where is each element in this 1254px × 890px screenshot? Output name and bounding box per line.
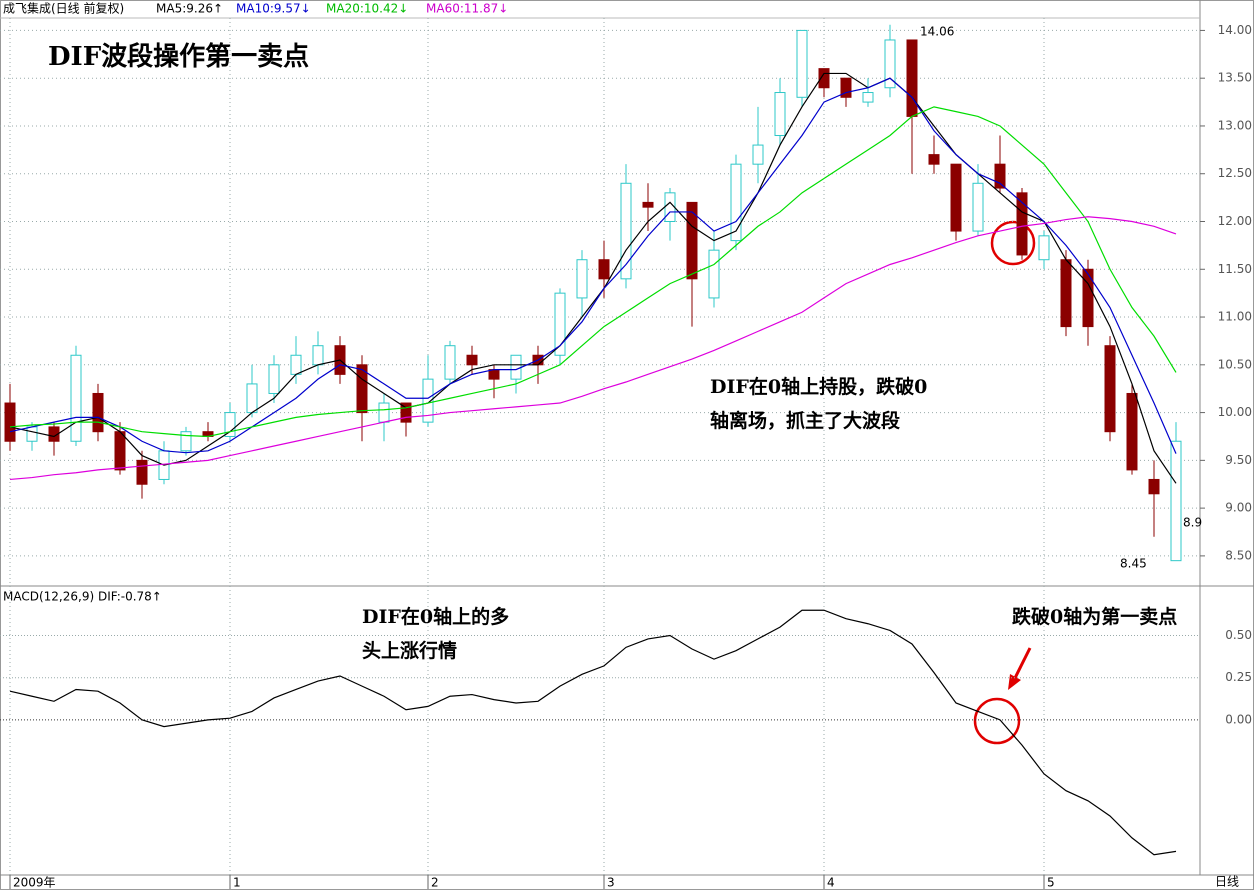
candle-body (994, 163, 1006, 189)
ma-label: MA10:9.57↓ (236, 2, 311, 16)
y-tick-label: 9.00 (1225, 501, 1252, 515)
y-tick-label: 10.00 (1218, 405, 1252, 419)
series-line (9, 106, 1177, 438)
annotation: 头上涨行情 (362, 639, 457, 662)
candle-body (26, 426, 38, 442)
macd-header: MACD(12,26,9) DIF:-0.78↑ (3, 590, 162, 604)
candle-body (1082, 268, 1094, 328)
candle-body (246, 383, 258, 414)
candle-body (1148, 478, 1160, 495)
candle-body (1126, 392, 1138, 471)
series-line (9, 77, 1177, 454)
candle-body (972, 182, 984, 232)
x-tick-label: 1 (233, 876, 241, 890)
candle-body (642, 201, 654, 208)
candle-body (796, 29, 808, 98)
y-tick-label: 10.50 (1218, 357, 1252, 371)
highlight-circle (973, 697, 1021, 745)
candle-body (554, 292, 566, 356)
annotation: 14.06 (920, 25, 954, 39)
candle-body (774, 92, 786, 137)
candle-body (862, 92, 874, 103)
y-tick-label: 0.00 (1225, 712, 1252, 726)
y-tick-label: 0.25 (1225, 670, 1252, 684)
y-tick-label: 0.50 (1225, 628, 1252, 642)
y-tick-label: 11.00 (1218, 310, 1252, 324)
candle-body (136, 459, 148, 485)
candle-body (598, 259, 610, 280)
candle-body (620, 182, 632, 280)
y-tick-label: 8.50 (1225, 548, 1252, 562)
candle-body (906, 39, 918, 117)
x-tick-label: 4 (827, 876, 835, 890)
candle-body (950, 163, 962, 232)
y-tick-label: 13.50 (1218, 71, 1252, 85)
candle-body (1170, 440, 1182, 562)
candle-body (378, 402, 390, 423)
y-tick-label: 11.50 (1218, 262, 1252, 276)
candle-body (466, 354, 478, 366)
series-line (9, 72, 1177, 484)
candle-body (1038, 235, 1050, 261)
arrow (1012, 647, 1032, 681)
candle-body (752, 144, 764, 165)
x-tick-label: 5 (1047, 876, 1055, 890)
candle-body (1016, 192, 1028, 256)
period-label: 日线 (1215, 875, 1239, 889)
chart-title: DIF波段操作第一卖点 (48, 41, 309, 72)
candle-body (708, 249, 720, 299)
ma-label: MA20:10.42↓ (326, 2, 408, 16)
candle-body (180, 431, 192, 452)
annotation: 轴离场，抓主了大波段 (710, 409, 901, 432)
y-tick-label: 13.00 (1218, 118, 1252, 132)
series-line (9, 609, 1177, 856)
candle-body (224, 412, 236, 437)
candle-body (422, 378, 434, 423)
candle-body (92, 392, 104, 433)
y-tick-label: 9.50 (1225, 453, 1252, 467)
candle-body (4, 402, 16, 442)
annotation: 8.9 (1183, 516, 1202, 530)
candle-body (48, 426, 60, 442)
y-tick-label: 12.00 (1218, 214, 1252, 228)
candle-body (70, 354, 82, 442)
candle-body (114, 431, 126, 471)
candle-body (488, 369, 500, 380)
candle-body (356, 364, 368, 414)
candle-body (290, 354, 302, 375)
annotation: DIF在0轴上的多 (362, 605, 509, 628)
annotation: DIF在0轴上持股，跌破0 (710, 375, 927, 398)
ma-label: MA5:9.26↑ (156, 2, 223, 16)
annotation: 跌破0轴为第一卖点 (1012, 605, 1177, 628)
candle-body (576, 259, 588, 299)
candle-body (268, 364, 280, 394)
ma-label: MA60:11.87↓ (426, 2, 508, 16)
candle-body (664, 192, 676, 223)
candle-body (928, 154, 940, 165)
candle-body (444, 345, 456, 380)
annotation: 8.45 (1120, 557, 1147, 571)
candle-body (686, 201, 698, 280)
x-tick-label: 2009年 (13, 876, 56, 890)
candle-body (730, 163, 742, 242)
x-tick-label: 2 (431, 876, 439, 890)
candle-body (884, 39, 896, 89)
y-tick-label: 12.50 (1218, 166, 1252, 180)
candle-body (840, 77, 852, 98)
candle-body (312, 345, 324, 366)
candle-body (1104, 345, 1116, 433)
stock-name: 成飞集成(日线 前复权) (3, 1, 124, 16)
candle-body (818, 68, 830, 89)
series-line (9, 216, 1177, 481)
candle-body (510, 354, 522, 380)
x-tick-label: 3 (607, 876, 615, 890)
y-tick-label: 14.00 (1218, 23, 1252, 37)
candle-body (400, 402, 412, 423)
candle-body (1060, 259, 1072, 328)
